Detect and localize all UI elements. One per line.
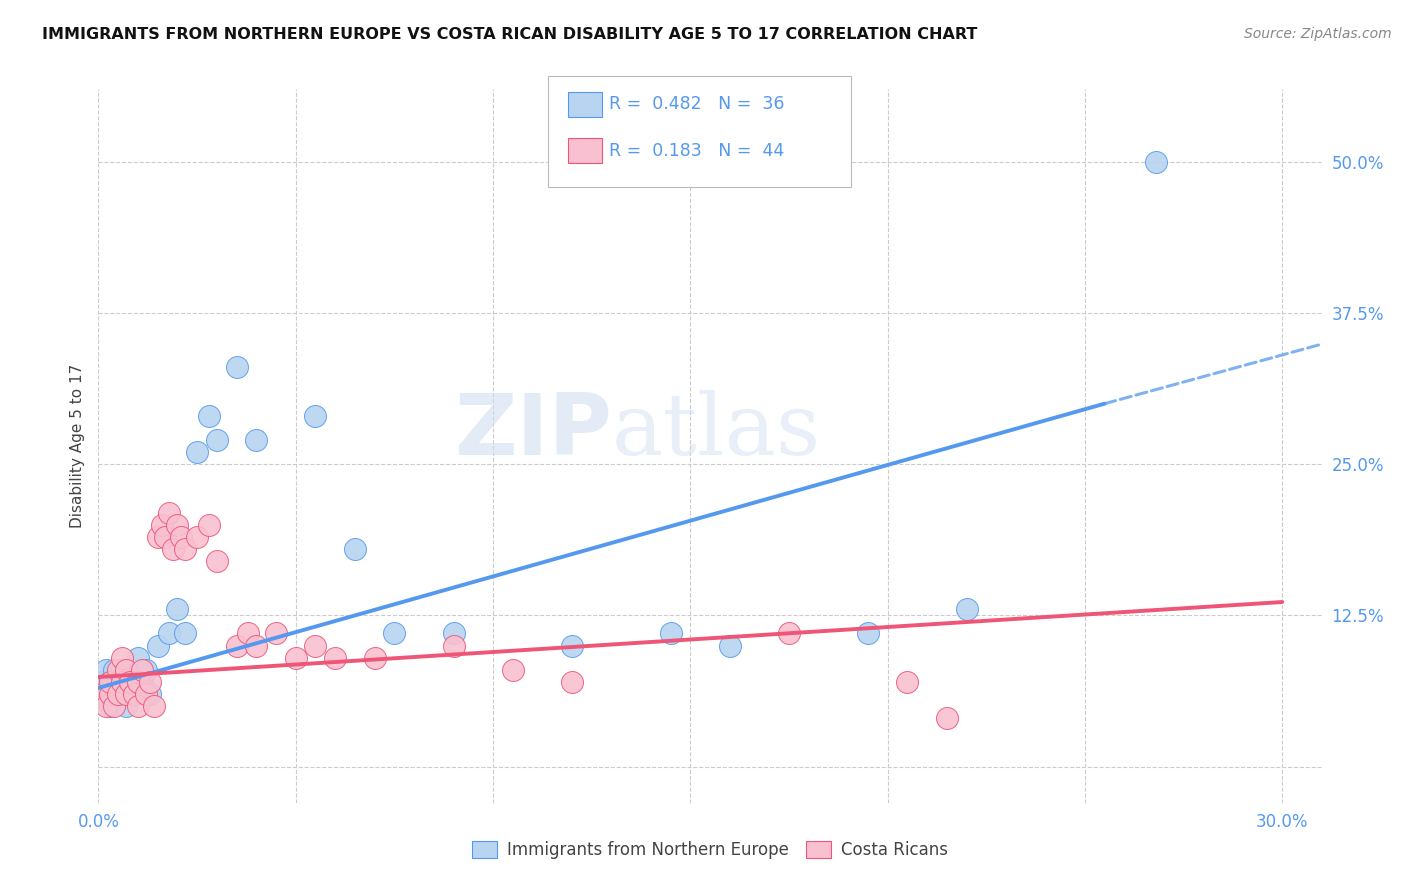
Point: [198, 517, 221, 532]
Point: [127, 699, 149, 714]
Point: [118, 674, 141, 689]
Point: [146, 639, 169, 653]
Point: [443, 639, 465, 653]
Point: [98, 687, 121, 701]
Point: [135, 687, 157, 701]
Point: [186, 530, 208, 544]
Point: [115, 663, 138, 677]
Point: [159, 506, 181, 520]
Point: [174, 541, 197, 556]
Point: [382, 626, 405, 640]
Point: [103, 663, 125, 677]
Point: [98, 674, 121, 689]
Point: [174, 626, 197, 640]
Point: [170, 530, 193, 544]
Point: [91, 687, 114, 701]
Point: [98, 674, 121, 689]
Point: [778, 626, 800, 640]
Point: [159, 626, 181, 640]
Point: [856, 626, 879, 640]
Point: [131, 674, 153, 689]
Point: [284, 650, 307, 665]
Point: [198, 409, 221, 423]
Point: [304, 639, 326, 653]
Point: [122, 687, 145, 701]
Point: [225, 639, 247, 653]
Point: [107, 663, 129, 677]
Point: [166, 602, 188, 616]
Point: [122, 687, 145, 701]
Point: [205, 433, 228, 447]
Point: [111, 650, 134, 665]
Point: [502, 663, 524, 677]
Point: [935, 711, 957, 725]
Point: [96, 687, 118, 701]
Text: ZIP: ZIP: [454, 390, 612, 474]
Point: [155, 530, 177, 544]
Point: [225, 360, 247, 375]
Point: [162, 541, 184, 556]
Legend: Immigrants from Northern Europe, Costa Ricans: Immigrants from Northern Europe, Costa R…: [465, 834, 955, 866]
Point: [138, 687, 160, 701]
Point: [131, 663, 153, 677]
Text: atlas: atlas: [612, 390, 821, 474]
Text: R =  0.482   N =  36: R = 0.482 N = 36: [609, 95, 785, 113]
Point: [659, 626, 682, 640]
Y-axis label: Disability Age 5 to 17: Disability Age 5 to 17: [69, 364, 84, 528]
Point: [304, 409, 326, 423]
Point: [166, 517, 188, 532]
Point: [443, 626, 465, 640]
Point: [96, 699, 118, 714]
Point: [718, 639, 741, 653]
Point: [561, 674, 583, 689]
Point: [186, 445, 208, 459]
Point: [343, 541, 366, 556]
Point: [91, 674, 114, 689]
Point: [107, 687, 129, 701]
Text: R =  0.183   N =  44: R = 0.183 N = 44: [609, 142, 785, 160]
Point: [103, 687, 125, 701]
Point: [238, 626, 260, 640]
Point: [264, 626, 287, 640]
Point: [96, 663, 118, 677]
Point: [955, 602, 977, 616]
Point: [103, 699, 125, 714]
Point: [138, 674, 160, 689]
Point: [245, 639, 267, 653]
Point: [142, 699, 165, 714]
Point: [118, 674, 141, 689]
Point: [245, 433, 267, 447]
Point: [150, 517, 173, 532]
Point: [135, 663, 157, 677]
Text: Source: ZipAtlas.com: Source: ZipAtlas.com: [1244, 27, 1392, 41]
Point: [107, 674, 129, 689]
Point: [111, 674, 134, 689]
Point: [127, 674, 149, 689]
Text: IMMIGRANTS FROM NORTHERN EUROPE VS COSTA RICAN DISABILITY AGE 5 TO 17 CORRELATIO: IMMIGRANTS FROM NORTHERN EUROPE VS COSTA…: [42, 27, 977, 42]
Point: [115, 687, 138, 701]
Point: [111, 663, 134, 677]
Point: [115, 699, 138, 714]
Point: [127, 650, 149, 665]
Point: [363, 650, 385, 665]
Point: [323, 650, 346, 665]
Point: [896, 674, 918, 689]
Point: [146, 530, 169, 544]
Point: [561, 639, 583, 653]
Point: [98, 699, 121, 714]
Point: [111, 687, 134, 701]
Point: [205, 554, 228, 568]
Point: [1144, 154, 1167, 169]
